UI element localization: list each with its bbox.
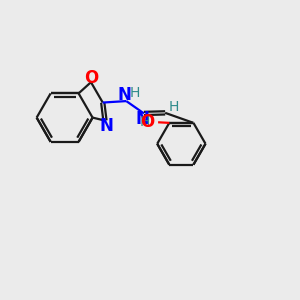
Text: O: O	[84, 69, 98, 87]
Text: N: N	[99, 117, 113, 135]
Text: H: H	[140, 115, 150, 129]
Text: H: H	[168, 100, 178, 114]
Text: H: H	[129, 86, 140, 100]
Text: N: N	[117, 86, 131, 104]
Text: N: N	[136, 110, 150, 128]
Text: O: O	[140, 113, 154, 131]
